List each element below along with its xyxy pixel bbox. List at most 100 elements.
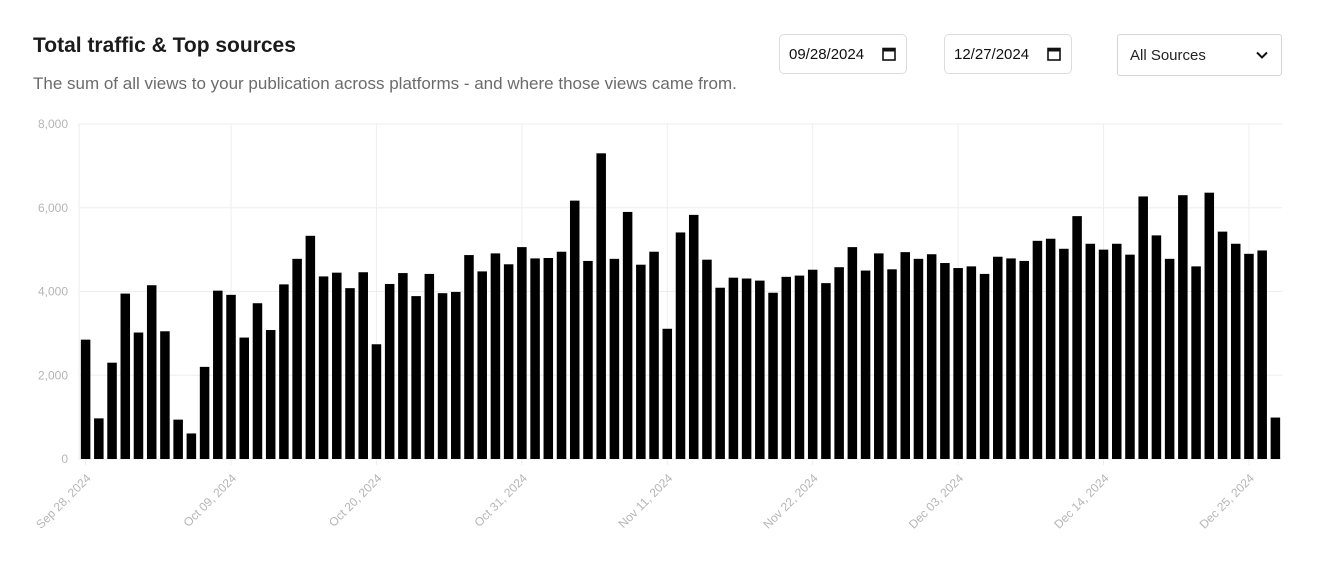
bar [900,252,910,459]
bar [437,293,448,459]
bar [226,294,236,459]
end-date-input[interactable]: 12/27/2024 [944,34,1072,74]
bar [781,276,792,459]
bar [1125,254,1135,459]
bar [662,328,673,459]
x-axis-ticks: Sep 28, 2024 Oct 09, 2024 Oct 20, 2024 Oct … [33,459,1257,532]
bar [107,362,117,459]
bar [940,263,950,459]
y-axis-ticks: 0 2,000 4,000 6,000 8,000 [38,117,68,466]
y-tick-label: 8,000 [38,117,68,131]
bar [768,292,778,459]
bar [517,247,527,459]
bar [345,288,355,459]
bar [1270,417,1281,459]
bar [821,283,831,459]
bar [728,277,739,459]
bar [1164,258,1175,459]
bar [358,272,368,459]
bar [1059,248,1069,459]
bar [834,267,844,459]
bar [1019,260,1029,459]
bar [411,296,421,459]
bar [569,200,580,459]
bar [926,254,937,459]
bar [371,344,382,459]
bar [622,211,633,459]
bar [80,339,91,459]
bar [649,251,659,459]
bar [1257,250,1267,459]
bar [1204,192,1215,460]
bar [1006,258,1016,459]
bar [688,214,699,459]
bar [1032,240,1043,459]
bar [424,273,435,459]
bar [1085,243,1096,459]
y-tick-label: 2,000 [38,368,68,382]
bar [398,273,408,459]
bar [1191,266,1201,459]
x-tick-label: Dec 03, 2024 [906,471,967,532]
bar [609,258,620,459]
bar [213,290,223,459]
start-date-value: 09/28/2024 [789,45,865,63]
bar [1230,243,1241,459]
calendar-icon[interactable] [1046,46,1062,62]
x-tick-label: Oct 31, 2024 [471,471,530,530]
y-tick-label: 0 [61,452,68,466]
bar [160,331,170,459]
bar [556,251,567,459]
bar [1072,216,1082,459]
bar [1151,235,1162,459]
bar [451,291,461,459]
bar [1217,231,1228,459]
bar [860,270,871,459]
bar [477,271,487,459]
start-date-input[interactable]: 09/28/2024 [779,34,907,74]
x-tick-label: Dec 14, 2024 [1051,471,1112,532]
bar [847,247,858,459]
bar [265,330,276,459]
bar [239,337,250,459]
bar [966,266,977,459]
chevron-down-icon [1255,48,1269,62]
bar [530,258,540,459]
bar [715,287,725,459]
bar [1098,249,1109,459]
page-subtitle: The sum of all views to your publication… [33,74,737,93]
source-select[interactable]: All Sources [1117,34,1282,76]
bar [702,259,712,459]
calendar-icon[interactable] [881,46,897,62]
bar [543,258,554,459]
x-tick-label: Dec 25, 2024 [1197,471,1258,532]
x-tick-label: Nov 22, 2024 [760,471,821,532]
page-title: Total traffic & Top sources [33,34,296,57]
bar [252,303,263,459]
bar [874,253,884,459]
y-tick-label: 6,000 [38,201,68,215]
bar [675,232,686,459]
bar [583,260,593,459]
bar [993,256,1003,459]
bar [120,293,131,459]
bar [1111,243,1122,459]
bar [596,153,606,459]
bar [199,366,210,459]
bar [913,258,924,459]
bar [490,253,501,459]
source-select-value: All Sources [1130,46,1206,64]
bar [741,278,752,459]
bar [292,258,302,459]
bar [887,269,897,459]
x-tick-label: Nov 11, 2024 [616,471,676,531]
bar [318,276,329,459]
bar [332,272,342,459]
bar [1178,195,1188,459]
bar [133,332,144,459]
bar [305,235,316,459]
bar [794,275,805,459]
y-tick-label: 4,000 [38,285,68,299]
